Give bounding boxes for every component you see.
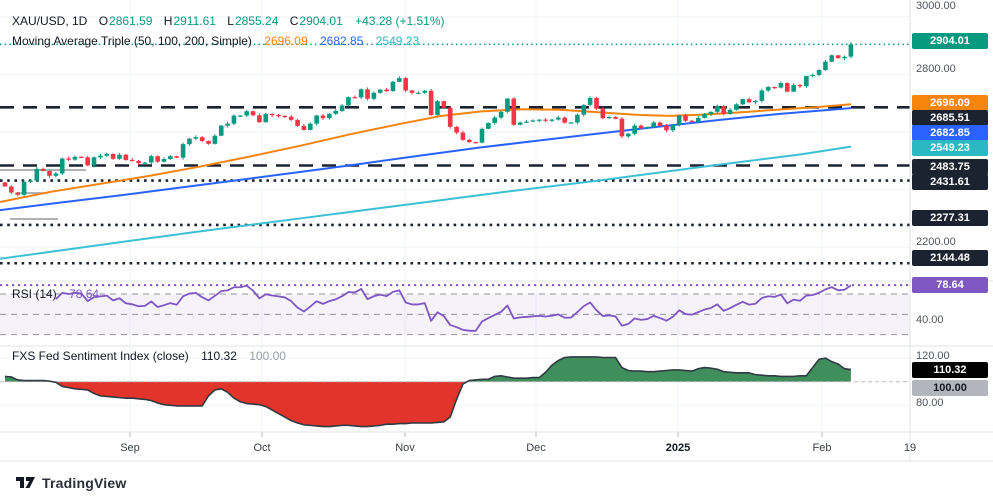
price-axis-badge: 2549.23: [912, 140, 988, 156]
price-axis-badge: 110.32: [912, 362, 988, 378]
sentiment-baseline-value: 100.00: [249, 349, 286, 363]
open-label: O: [98, 14, 109, 28]
tradingview-logo-text: TradingView: [42, 474, 127, 491]
ma100-value: 2682.85: [320, 34, 364, 48]
tradingview-logo-icon: [16, 477, 35, 488]
rsi-value: 78.64: [69, 287, 100, 301]
close-label: C: [289, 14, 299, 28]
price-axis-badge: 2696.09: [912, 95, 988, 111]
time-axis-label: 2025: [665, 442, 691, 454]
symbol-title[interactable]: XAU/USD, 1D: [12, 14, 88, 28]
rsi-legend-row: RSI (14) 78.64: [12, 287, 99, 301]
ma-indicator-title[interactable]: Moving Average Triple (50, 100, 200, Sim…: [12, 34, 252, 48]
rsi-indicator-title[interactable]: RSI (14): [12, 287, 57, 301]
ma200-value: 2549.23: [375, 34, 420, 48]
price-axis-label: 80.00: [916, 397, 944, 409]
price-axis-badge: 2431.61: [912, 174, 988, 190]
open-value: 2861.59: [109, 14, 153, 28]
price-axis-badge: 2277.31: [912, 210, 988, 226]
tradingview-logo[interactable]: TradingView: [16, 474, 126, 491]
price-axis-badge: 2685.51: [912, 110, 988, 126]
price-axis-badge: 78.64: [912, 277, 988, 293]
sentiment-legend-row: FXS Fed Sentiment Index (close) 110.32 1…: [12, 349, 286, 363]
ma-legend-row: Moving Average Triple (50, 100, 200, Sim…: [12, 34, 419, 48]
low-label: L: [227, 14, 234, 28]
low-value: 2855.24: [234, 14, 279, 28]
price-axis-badge: 2904.01: [912, 33, 988, 49]
close-value: 2904.01: [299, 14, 343, 28]
price-axis-label: 3000.00: [916, 0, 956, 12]
price-axis-label: 2200.00: [916, 236, 956, 248]
time-axis-label: Feb: [812, 442, 832, 454]
time-axis-label: Sep: [120, 442, 140, 454]
time-axis-label: Nov: [395, 442, 415, 454]
price-axis-badge: 100.00: [912, 380, 988, 396]
symbol-legend-row: XAU/USD, 1D O2861.59 H2911.61 L2855.24 C…: [12, 14, 445, 28]
high-label: H: [163, 14, 173, 28]
price-axis-label: 120.00: [916, 350, 950, 362]
ma50-value: 2696.09: [264, 34, 308, 48]
time-axis-label: Dec: [526, 442, 546, 454]
price-axis-label: 2800.00: [916, 63, 956, 75]
price-axis-badge: 2682.85: [912, 125, 988, 141]
sentiment-indicator-title[interactable]: FXS Fed Sentiment Index (close): [12, 349, 189, 363]
time-axis-label: 19: [903, 442, 917, 454]
price-axis-badge: 2144.48: [912, 250, 988, 266]
change-value: +43.28 (+1.51%): [355, 14, 445, 28]
time-axis-label: Oct: [253, 442, 271, 454]
sentiment-value: 110.32: [201, 349, 237, 363]
price-axis-badge: 2483.75: [912, 159, 988, 175]
high-value: 2911.61: [173, 14, 216, 28]
price-axis-label: 40.00: [916, 314, 944, 326]
